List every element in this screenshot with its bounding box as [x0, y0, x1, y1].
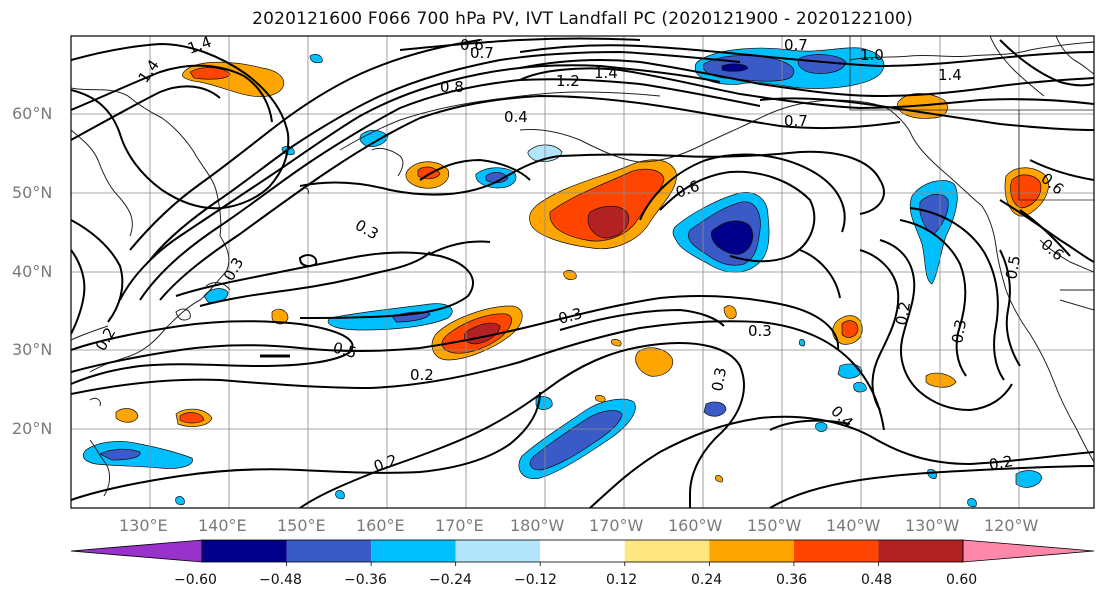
contour-label: 0.8 — [440, 78, 464, 96]
lon-label: 130°W — [905, 516, 960, 535]
colorbar-tick-label: −0.48 — [259, 572, 302, 588]
lat-label: 40°N — [12, 262, 53, 281]
lon-label: 130°E — [119, 516, 168, 535]
contour-label: 0.3 — [748, 322, 772, 340]
colorbar-segment — [202, 540, 287, 562]
contour-label: 0.7 — [784, 36, 808, 54]
contour-label: 0.2 — [892, 300, 914, 327]
contour-label: 0.3 — [948, 318, 970, 345]
colorbar-extend-high — [962, 539, 1095, 563]
lat-label: 50°N — [12, 183, 53, 202]
colorbar-tick-label: 0.48 — [861, 572, 893, 588]
contour-label: 1.0 — [860, 46, 884, 64]
colorbar-tick-label: 0.60 — [946, 572, 978, 588]
colorbar-segment — [455, 540, 541, 562]
contour-label: 0.3 — [708, 366, 730, 393]
lon-label: 120°W — [984, 516, 1039, 535]
lat-label: 60°N — [12, 104, 53, 123]
colorbar-extend-low — [70, 539, 203, 563]
map-frame — [70, 35, 1095, 509]
lon-label: 140°W — [826, 516, 881, 535]
colorbar-tick-label: 0.36 — [776, 572, 808, 588]
colorbar-tick-label: −0.12 — [514, 572, 557, 588]
pv-contours — [71, 37, 1094, 508]
contour-label: 0.3 — [556, 304, 584, 328]
colorbar-segment — [624, 540, 710, 562]
contour-label: 0.5 — [331, 338, 359, 362]
colorbar-segment — [540, 540, 625, 562]
colorbar-tick-label: −0.36 — [344, 572, 387, 588]
colorbar-segment — [793, 540, 879, 562]
colorbar-segment — [371, 540, 456, 562]
contour-label: 1.4 — [594, 64, 618, 82]
lon-label: 150°E — [277, 516, 326, 535]
contour-label: 0.2 — [988, 452, 1015, 474]
contour-label: 0.7 — [470, 44, 494, 62]
contour-label: 1.4 — [938, 66, 962, 84]
contour-label: 0.4 — [504, 108, 528, 126]
lon-label: 150°W — [747, 516, 802, 535]
colorbar-tick-label: −0.60 — [174, 572, 217, 588]
lon-label: 160°W — [668, 516, 723, 535]
colorbar-tick-label: 0.12 — [606, 572, 638, 588]
colorbar-segment — [709, 540, 794, 562]
lat-label: 20°N — [12, 419, 53, 438]
lon-label: 180°W — [510, 516, 565, 535]
colorbar-frame — [201, 539, 964, 563]
contour-label: 0.7 — [784, 112, 808, 130]
lon-label: 140°E — [198, 516, 247, 535]
colorbar-segment — [286, 540, 372, 562]
colorbar-segments — [70, 539, 1095, 566]
colorbar-tick-label: 0.24 — [691, 572, 723, 588]
map-title: 2020121600 F066 700 hPa PV, IVT Landfall… — [252, 9, 913, 29]
lon-label: 170°E — [435, 516, 484, 535]
lat-label: 30°N — [12, 340, 53, 359]
contour-label: 0.6 — [460, 36, 484, 54]
contour-label: 1.2 — [556, 72, 580, 90]
colorbar-segment — [878, 540, 963, 562]
colorbar-tick-label: −0.24 — [429, 572, 472, 588]
lon-label: 160°E — [356, 516, 405, 535]
contour-label: 0.2 — [410, 366, 434, 384]
lon-label: 170°W — [589, 516, 644, 535]
contour-label: 0.5 — [1002, 254, 1024, 281]
